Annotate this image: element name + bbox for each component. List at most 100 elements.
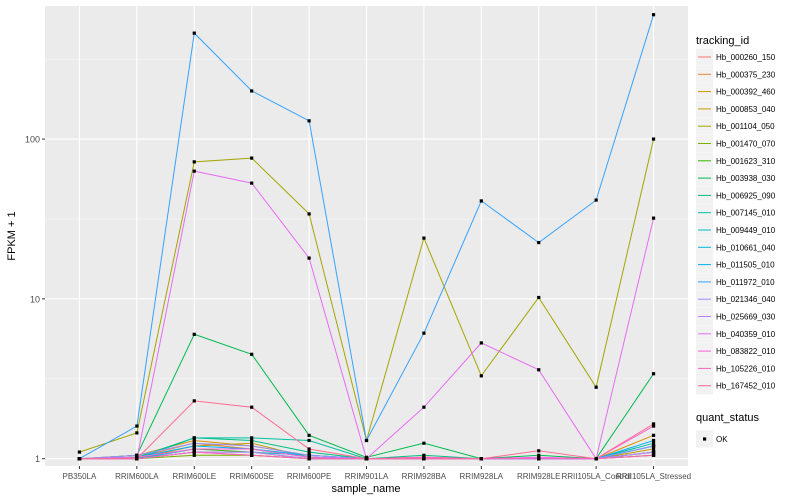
data-point <box>250 405 254 409</box>
data-point <box>422 236 426 240</box>
y-tick-label: 100 <box>25 135 40 145</box>
y-axis: 1 10 100 <box>25 135 45 464</box>
legend-label: Hb_006925_090 <box>716 191 776 200</box>
x-axis: PB350LA RRIM600LA RRIM600LE RRIM600SE RRIM60… <box>63 466 691 481</box>
data-point <box>250 181 254 185</box>
data-point <box>651 447 656 451</box>
data-point <box>135 457 139 461</box>
x-tick-label: RRII105LA_Stressed <box>616 472 691 481</box>
legend-label: Hb_001104_050 <box>716 122 775 131</box>
data-point <box>651 441 656 445</box>
data-point <box>537 457 541 461</box>
legend-label: Hb_007145_010 <box>716 209 776 218</box>
legend-label: Hb_000853_040 <box>716 105 776 114</box>
data-point <box>307 119 311 123</box>
data-point <box>651 444 656 448</box>
data-point <box>192 450 196 454</box>
legend-label: Hb_009449_010 <box>716 226 776 235</box>
y-axis-title: FPKM + 1 <box>6 211 18 260</box>
x-tick-label: PB350LA <box>63 472 97 481</box>
x-tick-label: RRIM928LA <box>460 472 504 481</box>
data-point <box>422 405 426 409</box>
data-point <box>192 441 196 445</box>
legend-label: Hb_105226_010 <box>716 364 776 373</box>
data-points <box>77 13 656 461</box>
data-point <box>192 436 196 440</box>
data-point <box>250 438 254 443</box>
data-point <box>594 198 598 202</box>
legend-label: Hb_000260_150 <box>716 53 776 62</box>
legend-label: Hb_083822_010 <box>716 347 776 356</box>
x-tick-label: RRIM600LA <box>115 472 159 481</box>
y-tick-label: 10 <box>30 294 40 304</box>
data-point <box>479 457 483 461</box>
data-point <box>651 422 656 426</box>
shape-legend-key <box>703 437 707 441</box>
x-tick-label: RRIM928BA <box>402 472 447 481</box>
data-point <box>651 453 656 457</box>
data-point <box>250 89 254 93</box>
data-point <box>651 424 656 428</box>
shape-legend-label: OK <box>716 435 728 444</box>
data-point <box>651 438 656 443</box>
data-point <box>537 449 541 453</box>
data-point <box>250 352 254 356</box>
data-point <box>651 450 656 454</box>
data-point <box>537 240 541 245</box>
legend-label: Hb_010661_040 <box>716 243 776 252</box>
y-tick-label: 1 <box>35 454 40 464</box>
legend-label: Hb_000392_460 <box>716 88 776 97</box>
legend-label: Hb_040359_010 <box>716 330 776 339</box>
data-point <box>422 457 426 461</box>
data-point <box>364 438 369 443</box>
data-point <box>307 433 311 437</box>
data-point <box>192 160 196 164</box>
x-tick-label: RRIM600LE <box>172 472 216 481</box>
data-point <box>192 332 196 336</box>
data-point <box>192 169 196 173</box>
data-point <box>192 444 196 448</box>
data-point <box>135 424 139 428</box>
data-point <box>307 453 311 457</box>
shape-legend-title: quant_status <box>696 412 759 424</box>
data-point <box>250 436 254 440</box>
legend: tracking_id Hb_000260_150 Hb_000375_230 Hb_… <box>696 35 776 448</box>
x-axis-title: sample_name <box>331 483 400 495</box>
legend-label: Hb_011972_010 <box>716 278 775 287</box>
data-point <box>422 441 426 445</box>
legend-title: tracking_id <box>696 35 749 47</box>
data-point <box>192 453 196 457</box>
data-point <box>537 295 541 300</box>
data-point <box>537 453 541 457</box>
x-tick-label: RRIM901LA <box>345 472 389 481</box>
legend-label: Hb_003938_030 <box>716 174 776 183</box>
data-point <box>250 156 254 160</box>
data-point <box>192 447 196 451</box>
grid <box>45 6 688 466</box>
data-point <box>651 13 656 17</box>
data-point <box>135 453 139 457</box>
x-tick-label: RRII105LA_Control <box>561 472 631 481</box>
legend-label: Hb_167452_010 <box>716 382 776 391</box>
data-point <box>479 341 483 345</box>
data-point <box>307 450 311 454</box>
legend-label: Hb_021346_040 <box>716 295 776 304</box>
x-tick-label: RRIM928LE <box>517 472 561 481</box>
data-point <box>422 453 426 457</box>
data-point <box>250 447 254 451</box>
data-point <box>594 457 598 461</box>
data-point <box>651 216 656 220</box>
data-point <box>250 444 254 448</box>
data-point <box>307 212 311 216</box>
data-point <box>307 256 311 260</box>
data-point <box>479 199 483 203</box>
x-tick-label: RRIM600PE <box>287 472 331 481</box>
data-point <box>651 372 656 376</box>
legend-label: Hb_001623_310 <box>716 157 776 166</box>
legend-label: Hb_025669_030 <box>716 313 776 322</box>
data-point <box>135 431 139 435</box>
data-point <box>422 331 426 335</box>
data-point <box>307 457 311 461</box>
data-point <box>651 137 656 141</box>
